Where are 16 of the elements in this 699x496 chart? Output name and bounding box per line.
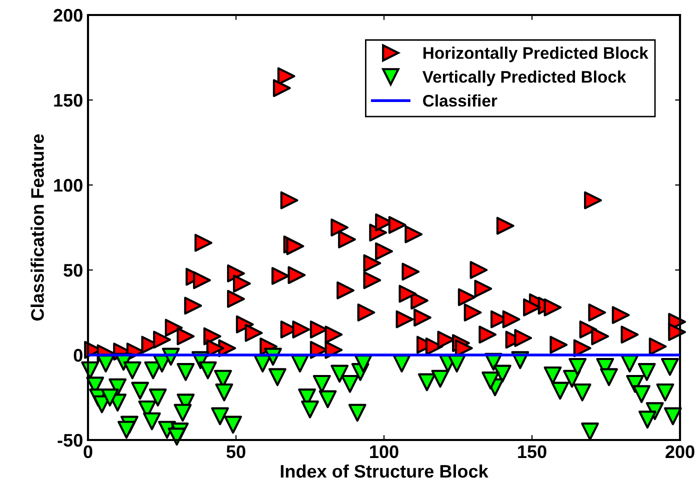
x-tick-label: 50 [226,445,246,458]
legend-label: Horizontally Predicted Block [423,46,648,62]
y-axis-title: Classification Feature [30,134,44,321]
y-tick-label: 100 [54,178,82,192]
legend-label: Vertically Predicted Block [422,70,626,86]
legend-label: Classifier [423,94,498,107]
x-tick-label: 100 [370,445,398,458]
x-tick-label: 200 [666,445,694,458]
x-tick-label: 0 [84,445,92,458]
y-tick-label: 0 [74,348,82,362]
x-axis-title: Index of Structure Block [280,464,488,478]
y-tick-label: -50 [58,434,82,447]
y-tick-label: 200 [54,8,82,22]
x-tick-label: 150 [518,445,546,458]
y-tick-label: 150 [54,94,82,107]
y-tick-label: 50 [64,264,82,277]
